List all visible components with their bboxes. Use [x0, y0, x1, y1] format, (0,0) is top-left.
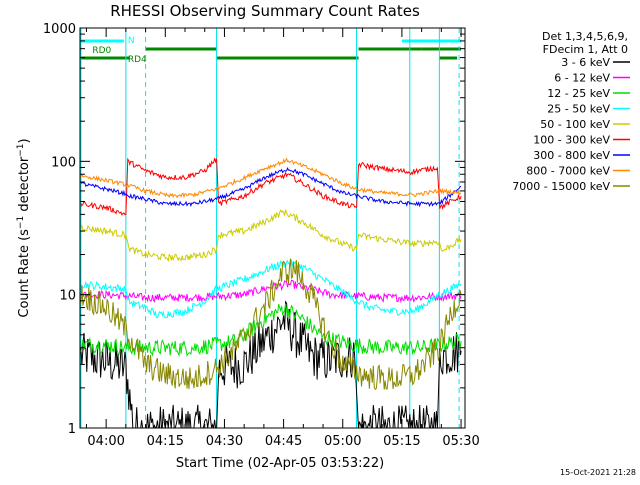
- x-tick-label: 04:45: [265, 434, 302, 449]
- legend-header: FDecim 1, Att 0: [543, 43, 628, 56]
- series-line: [80, 166, 462, 208]
- y-tick-label: 1: [68, 422, 76, 437]
- series-line: [80, 303, 462, 357]
- chart-title: RHESSI Observing Summary Count Rates: [110, 2, 420, 20]
- y-axis: 1 10 100 1000: [43, 22, 465, 437]
- legend: Det 1,3,4,5,6,9,FDecim 1, Att 03 - 6 keV…: [512, 30, 630, 193]
- legend-entry-label: 50 - 100 keV: [540, 118, 610, 131]
- flag-label: RD0: [92, 46, 111, 56]
- flag-label: N: [128, 36, 135, 46]
- legend-entry-label: 100 - 300 keV: [533, 134, 610, 147]
- x-axis-label: Start Time (02-Apr-05 03:53:22): [176, 456, 384, 471]
- x-tick-label: 05:30: [442, 434, 479, 449]
- legend-entry-label: 3 - 6 keV: [561, 56, 610, 69]
- legend-entry-label: 300 - 800 keV: [533, 149, 610, 162]
- series-line: [80, 157, 462, 216]
- y-axis-label: Count Rate (s−1 detector−1): [16, 138, 32, 317]
- y-tick-label: 10: [59, 289, 76, 304]
- x-tick-label: 04:00: [87, 434, 124, 449]
- series-line: [80, 157, 462, 199]
- series-line: [80, 259, 462, 319]
- x-tick-label: 05:15: [383, 434, 420, 449]
- y-tick-label: 100: [51, 155, 76, 170]
- legend-entry-label: 25 - 50 keV: [547, 103, 610, 116]
- series-line: [80, 258, 462, 391]
- flag-label: RD4: [128, 55, 147, 65]
- x-axis: 04:00 04:15 04:30 04:45 05:00 05:15 05:30: [85, 28, 480, 449]
- plot-frame: [79, 27, 466, 429]
- flag-bars: N RD0 RD4: [80, 36, 462, 65]
- legend-entry-label: 6 - 12 keV: [554, 72, 610, 85]
- series-group: [80, 157, 462, 428]
- legend-entry-label: 800 - 7000 keV: [526, 165, 610, 178]
- x-tick-label: 04:30: [206, 434, 243, 449]
- x-tick-label: 04:15: [147, 434, 184, 449]
- y-tick-label: 1000: [43, 22, 76, 37]
- x-tick-label: 05:00: [324, 434, 361, 449]
- legend-entry-label: 7000 - 15000 keV: [512, 180, 610, 193]
- series-line: [80, 300, 462, 428]
- timestamp-footer: 15-Oct-2021 21:28: [560, 468, 636, 477]
- legend-entry-label: 12 - 25 keV: [547, 87, 610, 100]
- legend-header: Det 1,3,4,5,6,9,: [542, 30, 628, 43]
- series-line: [80, 209, 462, 263]
